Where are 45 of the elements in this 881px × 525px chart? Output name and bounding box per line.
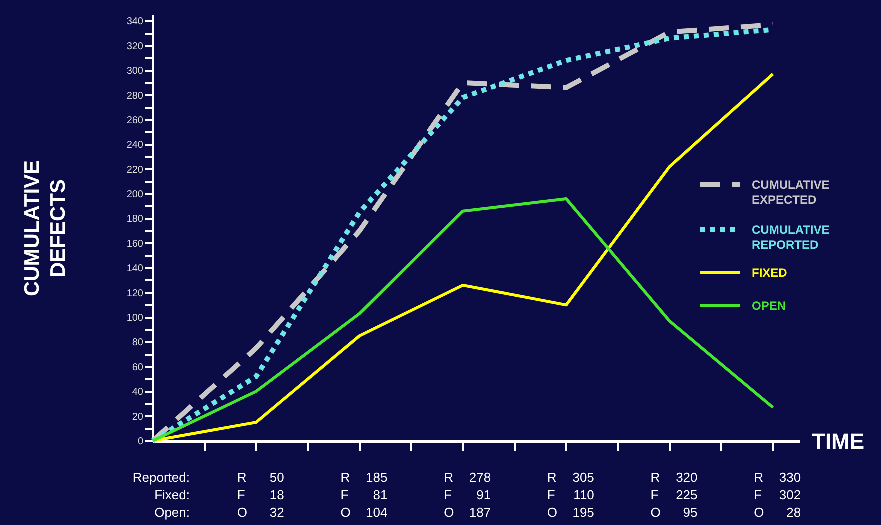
text: O 95 (650, 505, 698, 520)
text: R 50 (237, 470, 284, 485)
text: O 104 (340, 505, 388, 520)
y-tick-label: 160 (126, 238, 144, 250)
text: R 305 (547, 470, 594, 485)
y-tick-label: 180 (126, 214, 144, 226)
text: O 195 (547, 505, 594, 520)
text: Open: (154, 505, 190, 520)
text: F 18 (237, 488, 284, 502)
y-axis-title: CUMULATIVE DEFECTS (20, 160, 70, 297)
y-tick-label: 40 (132, 387, 144, 398)
y-tick-label: 20 (132, 412, 144, 423)
y-tick-label: 60 (132, 362, 144, 374)
text: R 330 (754, 470, 802, 485)
text: Fixed: (154, 488, 190, 502)
y-tick-label: 200 (126, 190, 144, 201)
legend-label: FIXED (752, 266, 788, 280)
y-tick-label: 340 (126, 16, 144, 28)
text: O 187 (444, 505, 492, 520)
y-tick-label: 240 (126, 140, 144, 152)
y-tick-label: 280 (126, 90, 144, 102)
y-tick-label: 260 (126, 115, 144, 126)
y-tick-label: 80 (132, 338, 144, 349)
legend-label: CUMULATIVE REPORTED (752, 223, 830, 252)
text: R 320 (650, 470, 698, 485)
text: F 225 (650, 488, 698, 502)
y-tick-label: 100 (126, 313, 144, 324)
x-axis-title: TIME (812, 429, 865, 454)
text: F 91 (444, 488, 492, 502)
text: O 32 (237, 505, 284, 520)
text: F 302 (754, 488, 802, 502)
y-tick-label: 140 (126, 264, 144, 275)
legend-label: OPEN (752, 299, 786, 313)
y-tick-label: 300 (126, 66, 144, 78)
text: O 28 (754, 505, 802, 520)
legend-label: CUMULATIVE EXPECTED (752, 178, 830, 207)
text: F 110 (547, 488, 594, 502)
text: R 278 (444, 470, 492, 485)
y-tick-label: 320 (126, 41, 144, 52)
text: Reported: (132, 470, 190, 485)
y-tick-label: 220 (126, 164, 144, 176)
y-tick-label: 0 (138, 436, 144, 448)
text: R 185 (340, 470, 388, 485)
y-tick-label: 120 (126, 288, 144, 300)
text: F 81 (340, 488, 388, 502)
